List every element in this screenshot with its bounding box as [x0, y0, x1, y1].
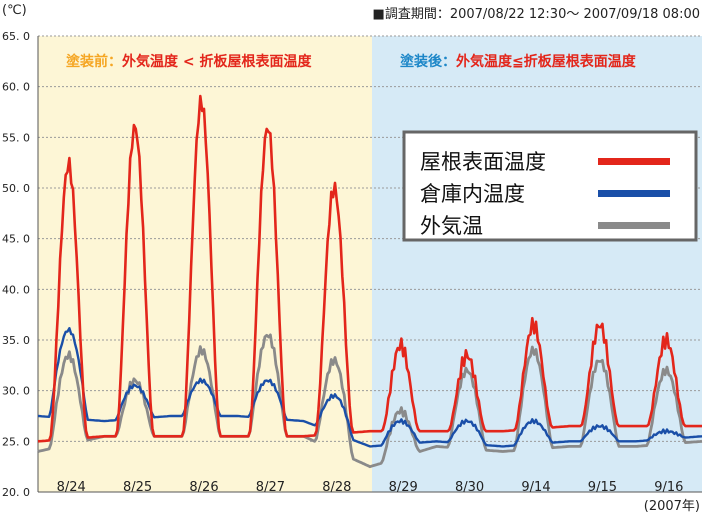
after-painting-region	[372, 36, 702, 492]
y-tick-label: 55. 0	[2, 131, 30, 144]
x-axis-ticks: 8/24 8/25 8/26 8/27 8/28 8/29 8/30 9/14 9/15 9/16	[57, 480, 684, 495]
y-tick-label: 35. 0	[2, 334, 30, 347]
survey-period: ■調査期間：2007/08/22 12:30～ 2007/09/18 08:00	[373, 7, 700, 22]
x-tick-label: 9/15	[588, 480, 617, 495]
x-tick-label: 8/25	[123, 480, 152, 495]
legend-swatch	[598, 158, 670, 165]
y-tick-label: 45. 0	[2, 233, 30, 246]
x-tick-label: 8/24	[57, 480, 86, 495]
y-tick-label: 25. 0	[2, 435, 30, 448]
y-tick-label: 60. 0	[2, 81, 30, 94]
y-tick-label: 20. 0	[2, 486, 30, 499]
x-tick-label: 9/16	[654, 480, 683, 495]
y-tick-label: 50. 0	[2, 182, 30, 195]
before-painting-region	[38, 36, 372, 492]
unit-label: (℃)	[2, 3, 27, 18]
phase-before-prefix: 塗装前：	[66, 53, 122, 70]
legend-swatch	[598, 222, 670, 229]
legend-label: 外気温	[420, 214, 483, 238]
series-line-roof	[37, 94, 702, 443]
phase-before-label: 塗装前：外気温度 < 折板屋根表面温度	[66, 53, 312, 70]
series-line-outdoor	[37, 333, 703, 469]
year-label: (2007年)	[644, 499, 700, 514]
phase-after-prefix: 塗装後：	[400, 53, 456, 70]
y-tick-label: 40. 0	[2, 283, 30, 296]
y-tick-label: 65. 0	[2, 30, 30, 43]
x-tick-label: 8/27	[256, 480, 285, 495]
phase-after-label: 塗装後：外気温度≦折板屋根表面温度	[400, 53, 637, 70]
x-tick-label: 8/29	[389, 480, 418, 495]
series-lines	[37, 94, 703, 469]
x-tick-label: 8/28	[322, 480, 351, 495]
legend-label: 屋根表面温度	[420, 150, 546, 174]
x-tick-label: 8/26	[189, 480, 218, 495]
phase-after-text: 外気温度≦折板屋根表面温度	[456, 53, 637, 70]
x-tick-label: 8/30	[455, 480, 484, 495]
series-line-indoor	[37, 327, 703, 448]
legend-swatch	[598, 190, 670, 197]
phase-before-text: 外気温度 < 折板屋根表面温度	[122, 53, 312, 70]
y-tick-label: 30. 0	[2, 385, 30, 398]
y-axis-ticks: 65. 0 60. 0 55. 0 50. 0 45. 0 40. 0 35. 0 30. 0…	[2, 30, 30, 499]
legend-label: 倉庫内温度	[420, 182, 525, 206]
legend-box	[402, 130, 698, 242]
x-tick-label: 9/14	[521, 480, 550, 495]
